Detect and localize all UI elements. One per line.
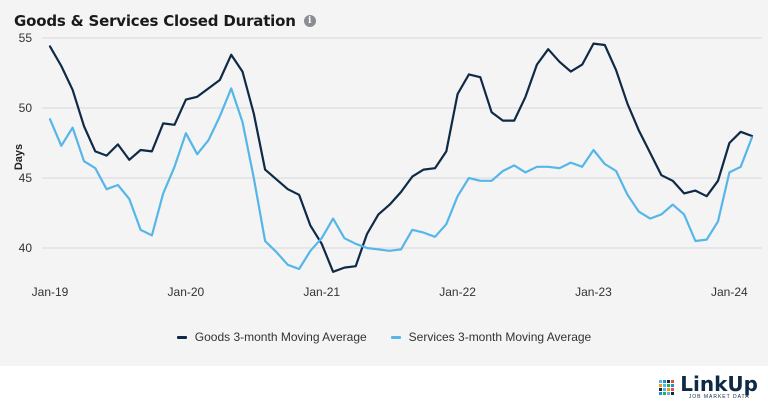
chart-legend: Goods 3-month Moving Average Services 3-… bbox=[0, 330, 768, 344]
footer bbox=[0, 366, 768, 405]
logo-dot bbox=[659, 387, 663, 391]
brand-name: LinkUp bbox=[680, 372, 758, 396]
chart-title: Goods & Services Closed Duration bbox=[14, 12, 296, 30]
y-tick-label: 45 bbox=[19, 171, 33, 185]
logo-dot bbox=[663, 391, 667, 395]
legend-label-services: Services 3-month Moving Average bbox=[408, 330, 592, 344]
logo-dot bbox=[671, 387, 675, 391]
title-row: Goods & Services Closed Duration i bbox=[14, 10, 316, 32]
legend-item-goods[interactable]: Goods 3-month Moving Average bbox=[176, 330, 367, 344]
legend-label-goods: Goods 3-month Moving Average bbox=[194, 330, 367, 344]
line-chart: 40 45 50 55 Days Jan-19 Jan-20 Jan-21 Jan-22 Jan-… bbox=[13, 31, 762, 299]
linkup-logo: LinkUp JOB MARKET DATA bbox=[659, 374, 758, 400]
x-tick-label: Jan-21 bbox=[303, 285, 340, 299]
x-tick-label: Jan-20 bbox=[168, 285, 205, 299]
logo-dot bbox=[659, 391, 663, 395]
x-tick-label: Jan-19 bbox=[32, 285, 69, 299]
info-icon[interactable]: i bbox=[303, 15, 316, 27]
y-tick-label: 40 bbox=[19, 241, 33, 255]
x-tick-label: Jan-22 bbox=[439, 285, 476, 299]
chart-card bbox=[0, 0, 768, 366]
y-tick-label: 50 bbox=[19, 101, 33, 115]
logo-dot bbox=[663, 383, 667, 387]
x-tick-label: Jan-24 bbox=[711, 285, 748, 299]
logo-mark-icon bbox=[659, 379, 675, 395]
logo-dot bbox=[659, 383, 663, 387]
logo-dot bbox=[667, 379, 671, 383]
services-swatch bbox=[390, 335, 401, 339]
logo-dot bbox=[671, 391, 675, 395]
legend-item-services[interactable]: Services 3-month Moving Average bbox=[390, 330, 592, 344]
logo-dot bbox=[671, 383, 675, 387]
goods-series-line bbox=[48, 42, 754, 273]
y-axis-label: Days bbox=[13, 144, 25, 170]
x-tick-label: Jan-23 bbox=[575, 285, 612, 299]
logo-dot bbox=[663, 379, 667, 383]
logo-dot bbox=[667, 387, 671, 391]
logo-dot bbox=[663, 387, 667, 391]
goods-swatch bbox=[176, 335, 187, 339]
services-series-line bbox=[48, 87, 754, 271]
logo-dot bbox=[667, 383, 671, 387]
logo-dot bbox=[671, 379, 675, 383]
logo-dot bbox=[659, 379, 663, 383]
logo-dot bbox=[667, 391, 671, 395]
brand-tagline: JOB MARKET DATA bbox=[688, 394, 750, 400]
y-tick-label: 55 bbox=[19, 31, 33, 45]
